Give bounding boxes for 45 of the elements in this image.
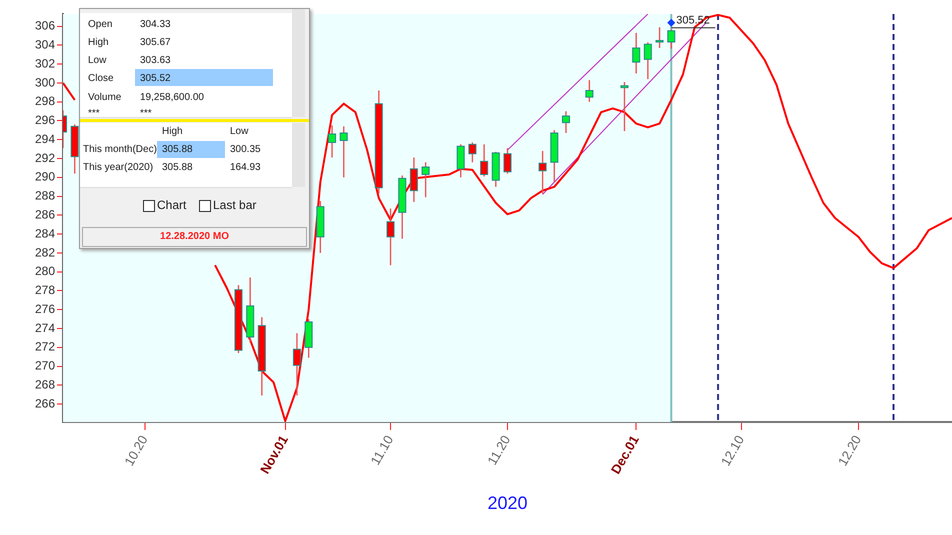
y-tick-label: 282 [34, 245, 56, 260]
y-tick-label: 280 [34, 264, 56, 278]
annotation: This year(2020) [83, 161, 154, 175]
y-tick-label: 292 [34, 150, 56, 165]
y-tick-label: 278 [34, 283, 56, 298]
annotation: 19,258,600.00 [140, 91, 204, 105]
annotation: Volume [88, 91, 122, 105]
annotation: Close [88, 72, 114, 86]
annotation: 305.88 [162, 143, 193, 157]
y-tick-label: 300 [34, 75, 56, 90]
annotation: Chart [157, 197, 186, 214]
y-tick-label: 266 [34, 396, 56, 410]
annotation: 305.88 [162, 161, 193, 175]
y-tick-label: 304 [34, 37, 56, 52]
y-tick-label: 268 [34, 377, 56, 392]
y-tick-label: 290 [34, 170, 56, 184]
annotation: *** [140, 107, 152, 121]
y-tick-label: 272 [34, 340, 56, 354]
y-tick-label: 284 [34, 226, 56, 240]
y-tick-label: 296 [34, 113, 56, 128]
annotation: 164.93 [230, 161, 261, 175]
annotation: Open [88, 18, 112, 32]
annotation: 304.33 [140, 18, 171, 32]
y-tick-label: 276 [34, 302, 56, 316]
annotation: 305.67 [140, 36, 171, 50]
y-tick-label: 274 [34, 320, 56, 335]
y-tick-label: 306 [34, 18, 56, 33]
annotation: 12.28.2020 MO [82, 228, 307, 245]
y-tick-label: 294 [34, 132, 56, 146]
y-tick-label: 270 [34, 358, 56, 373]
x-axis-title: 2020 [487, 493, 528, 514]
annotation: High [88, 36, 109, 50]
annotation: 300.35 [230, 143, 261, 157]
annotation: *** [88, 107, 100, 121]
annotation: Low [88, 54, 106, 68]
annotation: 305.52 [140, 72, 171, 86]
annotation: Last bar [213, 197, 256, 214]
annotation: This month(Dec) [83, 143, 157, 157]
annotation: Low [230, 125, 248, 139]
annotation: High [162, 125, 183, 139]
y-tick-label: 288 [34, 188, 56, 203]
y-tick-label: 302 [34, 56, 56, 70]
y-tick-label: 286 [34, 207, 56, 222]
y-tick-label: 298 [34, 94, 56, 108]
annotation: 303.63 [140, 54, 171, 68]
